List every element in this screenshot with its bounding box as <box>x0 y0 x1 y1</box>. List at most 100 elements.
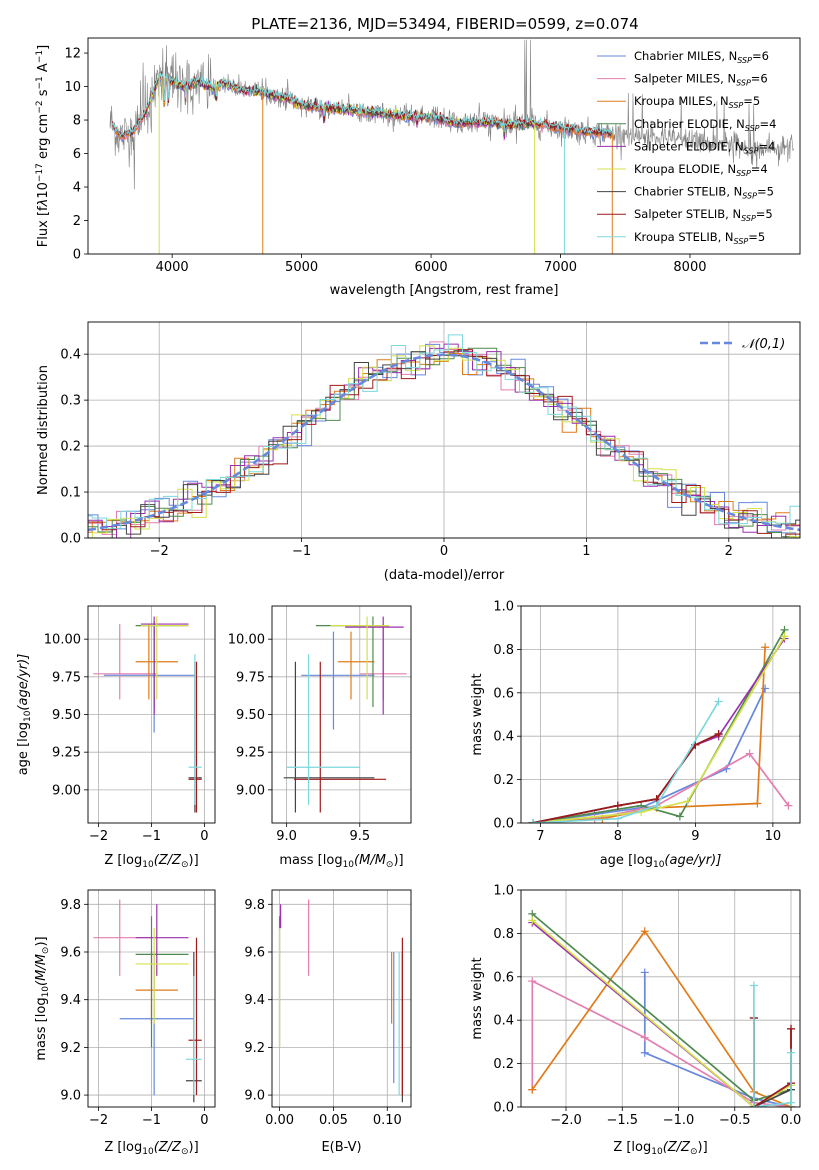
label-part: erg cm <box>36 114 51 163</box>
plot-area <box>88 334 800 538</box>
label-part: 10 <box>142 860 154 870</box>
label-part: 10 <box>142 1147 154 1157</box>
y-tick-label: 0 <box>73 248 81 263</box>
figure-title: PLATE=2136, MJD=53494, FIBERID=0599, z=0… <box>251 15 638 33</box>
y-tick-label: 9.25 <box>236 746 265 761</box>
legend-text: Chabrier ELODIE, N <box>634 117 745 131</box>
y-tick-label: 10.00 <box>44 633 81 648</box>
legend-text: Kroupa ELODIE, N <box>634 162 736 176</box>
marker-chabrier_miles <box>640 1048 649 1057</box>
x-tick-label: −1 <box>292 544 311 559</box>
legend-label: Kroupa MILES, NSSP=5 <box>634 94 760 110</box>
axis-label: Flux [fλ10−17 erg cm−2 s−1 A−1] <box>35 45 51 247</box>
label-part: (M/M <box>34 954 49 986</box>
x-tick-label: −2 <box>150 544 169 559</box>
y-tick-label: 9.2 <box>60 1041 81 1056</box>
legend-tail: =6 <box>751 72 768 86</box>
x-tick-label: −1 <box>142 829 161 844</box>
legend-tail: =6 <box>752 49 769 63</box>
label-part: ⊙ <box>181 860 189 870</box>
label-part: )] <box>34 936 49 946</box>
legend-sub: SSP <box>745 124 760 133</box>
series-chabrier_elodie <box>532 629 786 823</box>
label-part: (Z/Z <box>663 1140 691 1155</box>
y-tick-label: 1.0 <box>493 884 514 899</box>
y-tick-label: 0.2 <box>493 773 514 788</box>
y-tick-label: 9.4 <box>60 993 81 1008</box>
label-part: age [log <box>600 853 653 868</box>
label-part: (age/yr)] <box>664 853 721 868</box>
label-part: ⊙ <box>386 860 394 870</box>
x-axis-label: (data-model)/error <box>384 568 505 583</box>
marker-salpeter_miles <box>640 1033 649 1042</box>
marker-salpeter_miles <box>784 801 793 810</box>
y-tick-label: 9.6 <box>244 946 265 961</box>
x-tick-label: −2 <box>89 829 108 844</box>
y-tick-label: 2 <box>73 214 81 229</box>
y-tick-label: 9.8 <box>244 898 265 913</box>
y-tick-label: 0.6 <box>493 686 514 701</box>
label-part: (Z/Z <box>154 853 182 868</box>
y-tick-label: 9.50 <box>236 708 265 723</box>
y-axis-label-group: mass [log10(M/M⊙)] <box>34 936 51 1060</box>
y-axis-label-group: Flux [fλ10−17 erg cm−2 s−1 A−1] <box>35 45 51 247</box>
marker-kroupa_miles <box>761 643 770 652</box>
series-kroupa_stelib <box>532 701 720 823</box>
label-part: )] <box>393 853 403 868</box>
x-tick-label: 8 <box>614 829 622 844</box>
legend-text: Kroupa STELIB, N <box>634 230 734 244</box>
x-tick-label: −1.0 <box>663 1113 695 1128</box>
label-part: Z [log <box>613 1140 651 1155</box>
x-tick-label: 2 <box>725 544 733 559</box>
plot-area <box>93 899 202 1103</box>
series-salpeter_miles <box>532 752 790 823</box>
x-tick-label: 6000 <box>415 260 448 275</box>
marker-salpeter_stelib <box>613 801 622 810</box>
label-part: age [log <box>16 722 31 775</box>
axis-label: mass [log10(M/M⊙)] <box>34 936 51 1060</box>
legend-text: Kroupa MILES, N <box>634 94 729 108</box>
axes-frame <box>271 889 412 1108</box>
x-tick-label: 7 <box>536 829 544 844</box>
marker-kroupa_elodie <box>528 916 537 925</box>
marker-kroupa_miles <box>753 799 762 808</box>
normal-curve <box>88 353 800 532</box>
x-tick-label: −2 <box>89 1113 108 1128</box>
y-tick-label: 0.8 <box>493 927 514 942</box>
series-kroupa_miles <box>531 929 792 1107</box>
axes-mass_vs_Z: −2 −1 09.09.29.49.69.8Z [log10(Z/Z⊙)]mass … <box>34 889 216 1157</box>
y-tick-label: 9.8 <box>60 898 81 913</box>
x-tick-label: 9.5 <box>349 829 370 844</box>
x-tick-label: 5000 <box>285 260 318 275</box>
label-part: )] <box>698 1140 708 1155</box>
x-tick-label: 0 <box>440 544 448 559</box>
y-tick-label: 12 <box>64 47 81 62</box>
series-kroupa_stelib <box>753 985 792 1107</box>
y-tick-label: 9.2 <box>244 1041 265 1056</box>
label-part: ⊙ <box>41 947 51 955</box>
marker-kroupa_stelib <box>787 1098 795 1107</box>
marker-salpeter_stelib <box>714 730 723 739</box>
marker-chabrier_elodie <box>675 812 684 821</box>
model-kroupa_stelib <box>112 72 615 138</box>
label-part: 10 <box>36 182 51 199</box>
marker-kroupa_stelib <box>749 981 758 990</box>
x-tick-label: 7000 <box>544 260 577 275</box>
marker-kroupa_elodie <box>780 632 789 641</box>
legend-tail: =4 <box>760 117 777 131</box>
y-tick-label: 8 <box>73 114 81 129</box>
plot-area <box>109 39 794 254</box>
y-axis-label: mass weight <box>470 673 485 755</box>
plot-area <box>278 899 403 1103</box>
x-axis-label: E(B-V) <box>321 1140 361 1155</box>
label-part: 10 <box>343 860 355 870</box>
axes-frame <box>520 889 801 1108</box>
y-tick-label: 0.2 <box>493 1057 514 1072</box>
label-part: Z [log <box>104 1140 142 1155</box>
legend-sub: SSP <box>736 169 751 178</box>
y-tick-label: 9.00 <box>236 783 265 798</box>
label-part: 10 <box>23 710 33 722</box>
y-tick-label: 1.0 <box>493 600 514 615</box>
series-chabrier_miles <box>643 972 792 1107</box>
series-kroupa_elodie <box>531 919 792 1107</box>
